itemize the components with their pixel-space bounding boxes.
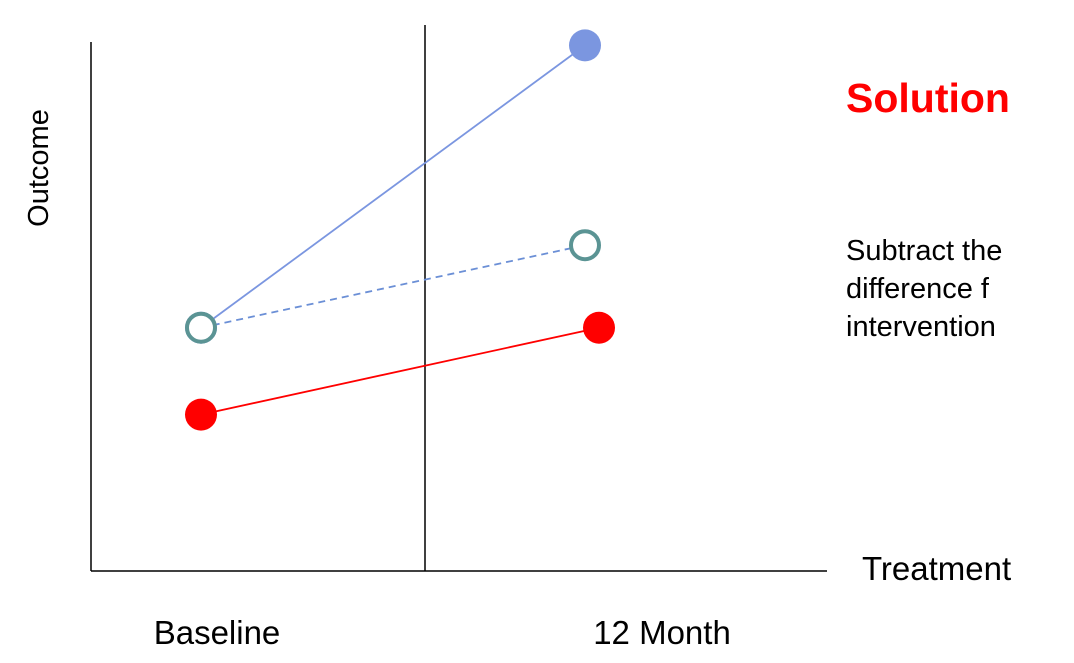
data-point-treatment-12-month bbox=[583, 311, 615, 344]
solution-text-line: intervention bbox=[846, 311, 996, 343]
series-line-treatment bbox=[200, 326, 600, 416]
series-line-comparison-a bbox=[200, 44, 586, 329]
solution-heading: Solution bbox=[846, 75, 1010, 121]
legend-label-treatment: Treatment bbox=[862, 550, 1012, 587]
series-layer bbox=[185, 29, 615, 431]
solution-text-line: Subtract the bbox=[846, 235, 1003, 267]
x-tick-label-12-month: 12 Month bbox=[593, 614, 731, 651]
data-point-treatment-baseline bbox=[185, 398, 217, 431]
data-point-comparison-a-12-month bbox=[569, 29, 601, 62]
chart-axes bbox=[90, 25, 827, 572]
data-point-comparison-b-baseline bbox=[185, 311, 217, 344]
data-point-comparison-b-12-month bbox=[569, 229, 601, 262]
x-tick-label-baseline: Baseline bbox=[154, 614, 281, 651]
series-line-comparison-b bbox=[200, 244, 586, 329]
y-axis-label: Outcome bbox=[23, 109, 55, 227]
solution-text: Subtract the difference f intervention bbox=[846, 232, 1074, 346]
solution-text-line: difference f bbox=[846, 273, 989, 305]
